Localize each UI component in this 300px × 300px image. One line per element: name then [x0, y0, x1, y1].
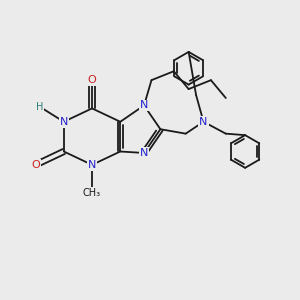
Text: H: H	[36, 102, 44, 112]
Text: O: O	[31, 160, 40, 170]
Text: N: N	[88, 160, 96, 170]
Text: O: O	[88, 75, 96, 85]
Text: N: N	[140, 100, 148, 110]
Text: N: N	[199, 117, 208, 127]
Text: N: N	[60, 117, 68, 127]
Text: N: N	[140, 148, 148, 158]
Text: CH₃: CH₃	[83, 188, 101, 198]
